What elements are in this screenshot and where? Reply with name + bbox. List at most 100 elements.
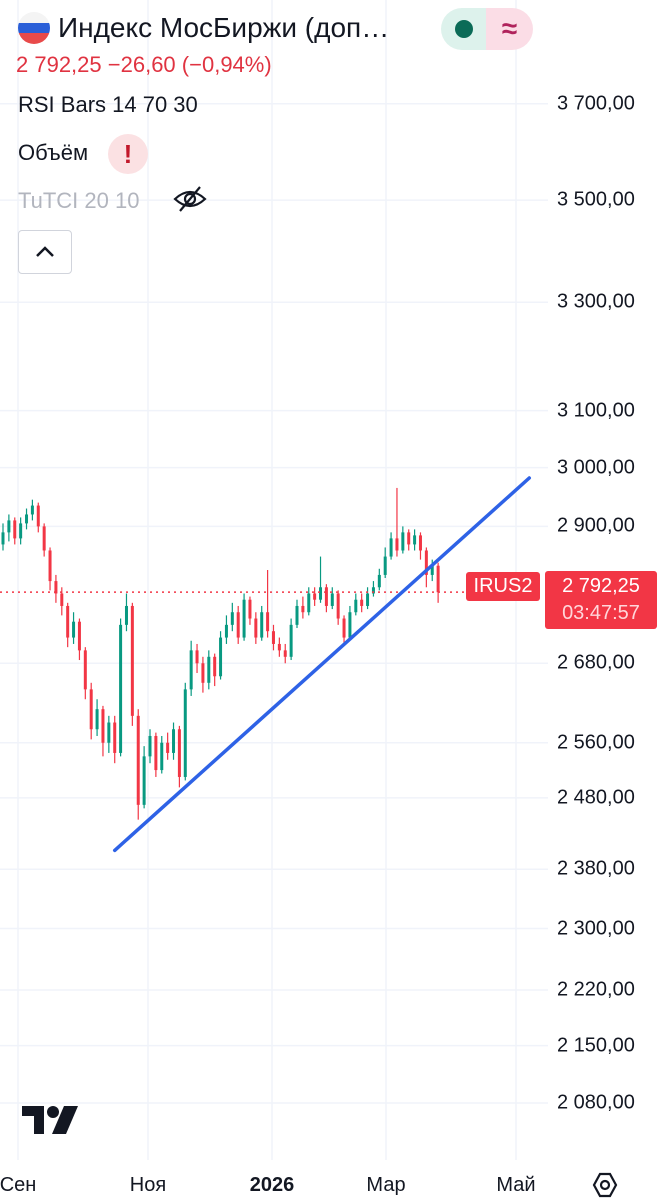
market-open-dot-icon (454, 20, 473, 38)
candle (295, 599, 299, 629)
candle-body (342, 618, 346, 638)
candle (142, 746, 146, 809)
price-tick-label: 2 380,00 (557, 857, 635, 880)
indicator-tutci[interactable]: TuTCI 20 10 (18, 188, 140, 213)
candle (172, 722, 176, 760)
candle-body (360, 599, 364, 606)
candle-body (377, 574, 381, 588)
candle (54, 574, 58, 603)
candle-body (307, 593, 311, 613)
candle-body (401, 532, 405, 551)
candle-body (224, 624, 228, 638)
indicator-volume[interactable]: Объём (18, 140, 89, 165)
bar-countdown: 03:47:57 (562, 602, 640, 624)
candle-body (295, 605, 299, 625)
candle-body (254, 618, 258, 638)
indicator-rsi-bars[interactable]: RSI Bars 14 70 30 (18, 92, 198, 117)
candle (366, 587, 370, 610)
candle-body (95, 709, 99, 730)
candle-body (130, 605, 134, 716)
candle-body (13, 520, 17, 539)
candle (418, 532, 422, 560)
candle (277, 637, 281, 657)
candle (342, 615, 346, 644)
symbol-title[interactable]: Индекс МосБиржи (доп… (58, 12, 390, 43)
candle-body (101, 709, 105, 743)
candle (95, 699, 99, 736)
candle-body (72, 621, 76, 638)
candle-body (148, 735, 152, 757)
candle-body (213, 656, 217, 677)
candles (1, 487, 440, 820)
candle-body (172, 729, 176, 753)
candle (183, 682, 187, 781)
candle-body (7, 520, 11, 533)
symbol-header[interactable]: Индекс МосБиржи (доп… (18, 12, 389, 44)
candle-body (436, 565, 440, 593)
candle (166, 732, 170, 760)
candle (119, 618, 123, 757)
candle (319, 556, 323, 603)
candle-body (25, 514, 29, 524)
candle (348, 605, 352, 641)
candle (289, 618, 293, 661)
candle-body (324, 587, 328, 606)
candle-body (336, 593, 340, 619)
candle (313, 587, 317, 606)
candle (383, 547, 387, 578)
candle-body (195, 650, 199, 664)
price-tick-label: 2 150,00 (557, 1034, 635, 1057)
candle-body (260, 612, 264, 638)
candle (113, 715, 117, 764)
candle-body (289, 624, 293, 657)
candle-body (54, 581, 58, 594)
candle-body (354, 599, 358, 613)
candle-body (201, 663, 205, 683)
candle (254, 612, 258, 644)
candle (19, 517, 23, 545)
price-tick-label: 2 900,00 (557, 514, 635, 537)
candle-body (113, 722, 117, 753)
candle (407, 529, 411, 551)
candle-body (177, 729, 181, 777)
candle-body (1, 532, 5, 545)
candle-body (36, 505, 40, 527)
candle (189, 640, 193, 696)
market-status-pill[interactable]: ≈ (441, 8, 533, 50)
price-change: −26,60 (107, 52, 176, 77)
trendline[interactable] (112, 476, 532, 853)
candle-body (424, 550, 428, 575)
eye-hidden-icon[interactable] (172, 184, 208, 214)
price-tick-label: 2 080,00 (557, 1091, 635, 1114)
delayed-data-approx-icon: ≈ (486, 8, 533, 50)
candle (242, 593, 246, 641)
candle-body (66, 605, 70, 638)
candle-body (119, 624, 123, 753)
candle (271, 624, 275, 651)
candle-body (183, 689, 187, 777)
candle (7, 514, 11, 542)
time-tick-label: 2026 (249, 1174, 295, 1196)
warning-icon[interactable]: ! (108, 134, 148, 174)
candle (148, 729, 152, 764)
candle-body (389, 538, 393, 557)
candle (266, 570, 270, 638)
candle-body (348, 612, 352, 638)
candle (371, 581, 375, 597)
candle (224, 615, 228, 644)
candle-body (277, 643, 281, 651)
candle-body (236, 612, 240, 638)
price-tick-label: 2 480,00 (557, 786, 635, 809)
collapse-legend-button[interactable] (18, 230, 72, 274)
price-change-pct: (−0,94%) (181, 52, 272, 77)
candle-body (107, 722, 111, 743)
candle-body (313, 593, 317, 600)
candle (413, 529, 417, 551)
tradingview-logo[interactable] (22, 1106, 78, 1134)
candle (260, 605, 264, 641)
candle-body (166, 742, 170, 753)
candle-body (42, 526, 46, 551)
settings-icon[interactable] (592, 1172, 618, 1198)
candle (248, 596, 252, 625)
